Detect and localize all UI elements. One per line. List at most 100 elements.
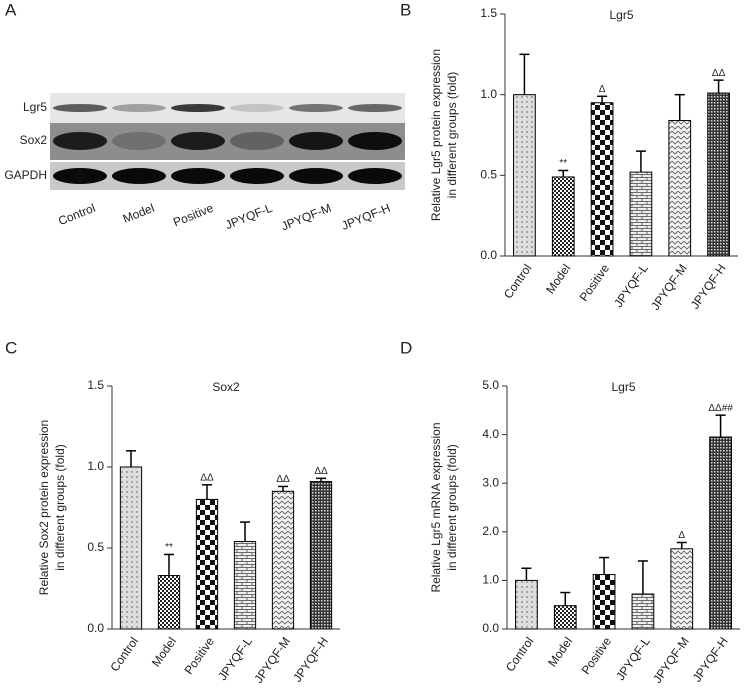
y-tick-label: 1.5 [480,6,497,20]
chart-title: Lgr5 [609,8,633,22]
bar [119,466,143,630]
blot-band [289,132,343,150]
bar [590,102,614,257]
y-tick-label: 1.0 [482,573,499,587]
blot-band [53,104,107,112]
bar [592,574,616,630]
bar [670,548,694,630]
y-tick-label: 0.5 [480,168,497,182]
blot-band [171,132,225,150]
annotation: ΔΔ## [708,403,733,414]
bar [271,490,295,630]
bar [553,605,577,630]
y-tick-label: 5.0 [482,378,499,392]
y-axis-label: Relative Sox2 protein expression [37,420,51,595]
bar [309,481,333,630]
bar [551,176,575,257]
x-tick-label: JPYQF-M [251,635,293,686]
blot-band [348,132,402,150]
y-axis-label: in different groups (fold) [445,444,459,571]
blot-band [230,168,284,184]
x-tick-label: JPYQF-M [648,262,690,313]
lane-label: JPYQF-H [339,201,392,233]
panel-label: A [5,0,17,19]
y-tick-label: 0.0 [87,621,104,635]
annotation: Δ [599,84,606,95]
y-tick-label: 2.0 [482,524,499,538]
lane-label: JPYQF-L [223,201,274,233]
x-tick-label: Control [501,262,535,302]
y-tick-label: 3.0 [482,475,499,489]
x-tick-label: Control [503,635,537,675]
chart-title: Sox2 [212,380,240,394]
annotation: ΔΔ [314,466,328,477]
x-tick-label: Model [149,635,179,670]
x-tick-label: Positive [181,634,217,677]
blot-row [50,93,405,123]
bar [157,575,181,630]
blot-band [348,168,402,184]
lane-label: Positive [171,201,216,230]
y-axis-label: in different groups (fold) [53,444,67,571]
x-tick-label: Model [545,635,575,670]
y-axis-label: Relative Lgr5 protein expression [429,49,443,221]
y-tick-label: 1.0 [480,87,497,101]
bar [233,541,257,630]
x-tick-label: Model [543,262,573,297]
annotation: ΔΔ [712,68,726,79]
y-tick-label: 0.0 [482,621,499,635]
bar [707,92,730,257]
blot-band [171,104,225,112]
x-tick-label: JPYQF-H [690,635,731,685]
y-tick-label: 1.5 [87,378,104,392]
x-tick-label: Positive [577,261,613,304]
annotation: Δ [678,530,685,541]
bar [709,436,732,630]
y-tick-label: 4.0 [482,427,499,441]
y-axis-label: Relative Lgr5 mRNA expression [429,422,443,592]
blot-row-label: Sox2 [20,133,48,147]
blot-row [50,162,405,190]
bar [631,593,655,630]
annotation: ** [559,158,567,169]
x-tick-label: JPYQF-L [611,261,651,310]
x-tick-label: JPYQF-L [613,634,653,683]
blot-band [53,132,107,150]
x-tick-label: JPYQF-M [650,635,692,686]
blot-band [112,168,166,184]
lane-label: JPYQF-M [279,201,333,234]
blot-band [112,104,166,112]
panel-label: D [400,338,412,357]
bar [513,94,536,257]
blot-band [289,168,343,184]
panel-label: C [5,338,17,357]
blot-band [289,104,343,112]
bar [515,579,538,630]
y-axis-label: in different groups (fold) [445,72,459,199]
panel-label: B [400,0,411,19]
blot-band [348,104,402,112]
blot-band [230,132,284,150]
y-tick-label: 1.0 [87,459,104,473]
x-tick-label: Control [107,635,141,675]
x-tick-label: JPYQF-H [290,635,331,685]
annotation: ** [165,542,173,553]
blot-row-label: Lgr5 [23,100,47,114]
blot-band [171,168,225,184]
blot-row-label: GAPDH [4,168,47,182]
bar [629,171,653,257]
lane-label: Control [56,201,97,228]
blot-band [112,132,166,150]
bar [195,498,219,630]
y-tick-label: 0.5 [87,540,104,554]
x-tick-label: JPYQF-L [215,634,255,683]
annotation: ΔΔ [276,474,290,485]
blot-band [53,168,107,184]
bar [668,119,692,257]
annotation: ΔΔ [200,472,214,483]
blot-row [50,123,405,160]
x-tick-label: JPYQF-H [688,262,729,312]
lane-label: Model [121,201,157,226]
